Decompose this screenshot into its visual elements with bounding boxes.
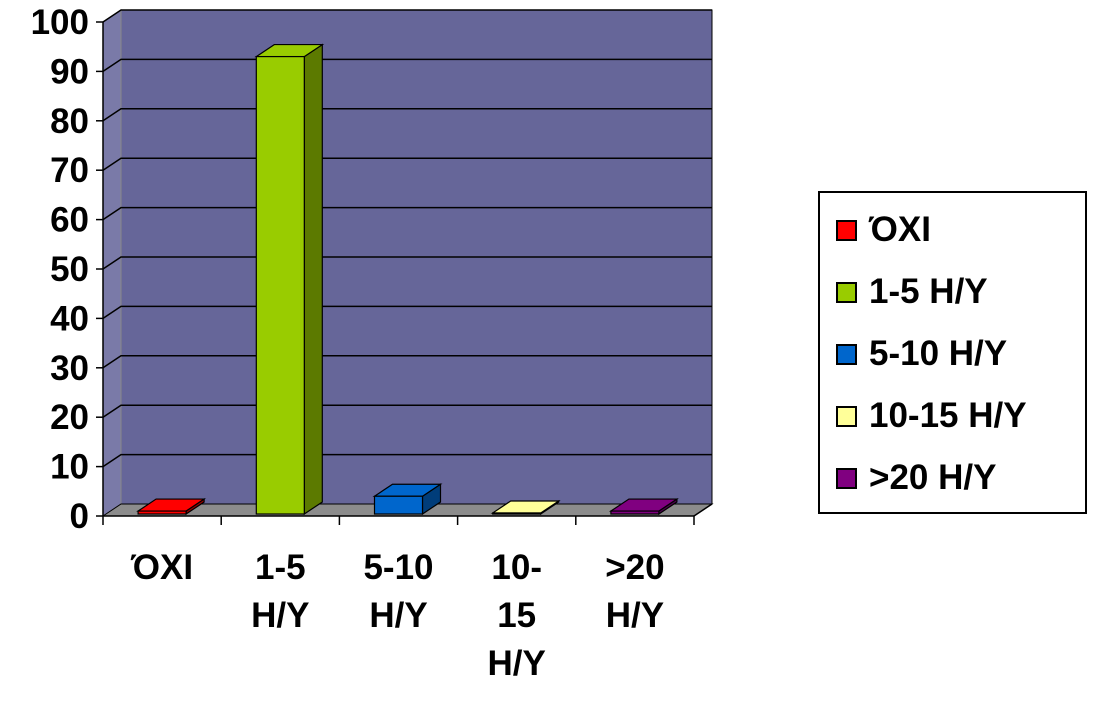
- x-tick-label: >20 Η/Υ: [605, 548, 664, 635]
- x-tick-label-line: 10-: [491, 548, 542, 587]
- legend-label: 10-15 Η/Υ: [869, 396, 1027, 435]
- legend-item: 10-15 Η/Υ: [836, 396, 1027, 436]
- y-tick-label: 60: [50, 201, 89, 240]
- bar: [608, 497, 679, 516]
- x-tick-label-line: Η/Υ: [251, 596, 309, 635]
- legend-item: >20 Η/Υ: [836, 458, 996, 498]
- y-tick-label: 80: [50, 102, 89, 141]
- bar-face: [610, 510, 660, 515]
- y-tick-label: 70: [50, 151, 89, 190]
- gridline: [102, 404, 712, 418]
- x-tick-label-line: Η/Υ: [369, 596, 427, 635]
- gridline: [102, 206, 712, 221]
- gridline: [102, 355, 712, 369]
- legend-label: ΌΧΙ: [869, 210, 931, 249]
- x-tick-label-line: Η/Υ: [488, 644, 546, 683]
- bar: [136, 497, 207, 516]
- gridline: [102, 58, 712, 73]
- bar-face: [137, 510, 187, 515]
- y-tick-label: 30: [50, 349, 89, 388]
- legend-swatch: [836, 343, 857, 365]
- bar-face: [373, 495, 424, 515]
- bar: [372, 483, 443, 516]
- bar-face: [255, 55, 305, 515]
- x-tick-label-line: 5-10: [363, 548, 433, 587]
- legend-swatch: [836, 281, 857, 303]
- gridline: [102, 305, 712, 320]
- x-tick-label-line: Η/Υ: [606, 596, 664, 635]
- legend-swatch: [836, 467, 857, 489]
- x-tick-label: ΌΧΙ: [130, 548, 193, 587]
- legend-label: 1-5 Η/Υ: [869, 272, 988, 311]
- x-tick-label: 10- 15 Η/Υ: [488, 548, 546, 683]
- gridline: [102, 9, 712, 23]
- gridline: [102, 256, 712, 270]
- y-tick-label: 100: [31, 3, 89, 42]
- y-tick-label: 90: [50, 52, 89, 91]
- legend-label: >20 Η/Υ: [869, 458, 997, 497]
- y-tick-label: 40: [50, 299, 89, 338]
- legend: ΌΧΙ 1-5 Η/Υ 5-10 Η/Υ 10-15 Η/Υ >20 Η/Υ: [818, 191, 1087, 514]
- x-tick-label-line: 1-5: [255, 548, 306, 587]
- x-axis-depth: [693, 503, 713, 517]
- bar-side: [303, 43, 323, 516]
- legend-swatch: [836, 219, 857, 241]
- y-tick-label: 10: [50, 448, 89, 487]
- x-tick-label: 1-5 Η/Υ: [251, 548, 309, 635]
- y-tick-label: 50: [50, 250, 89, 289]
- bar: [254, 43, 325, 516]
- bar: [490, 499, 561, 516]
- legend-item: 5-10 Η/Υ: [836, 334, 1007, 374]
- x-tick-label: 5-10 Η/Υ: [363, 548, 433, 635]
- legend-swatch: [836, 405, 857, 427]
- legend-item: ΌΧΙ: [836, 210, 931, 250]
- y-tick-label: 20: [50, 398, 89, 437]
- x-tick-label-line: >20: [605, 548, 664, 587]
- x-tick-label-line: 15: [497, 596, 536, 635]
- x-tick-label-line: ΌΧΙ: [130, 548, 193, 587]
- gridline: [102, 157, 712, 171]
- legend-label: 5-10 Η/Υ: [869, 334, 1008, 373]
- gridline: [102, 453, 712, 468]
- legend-item: 1-5 Η/Υ: [836, 272, 988, 312]
- bar-face: [492, 512, 542, 515]
- y-tick-label: 0: [70, 497, 89, 536]
- gridline: [102, 108, 712, 122]
